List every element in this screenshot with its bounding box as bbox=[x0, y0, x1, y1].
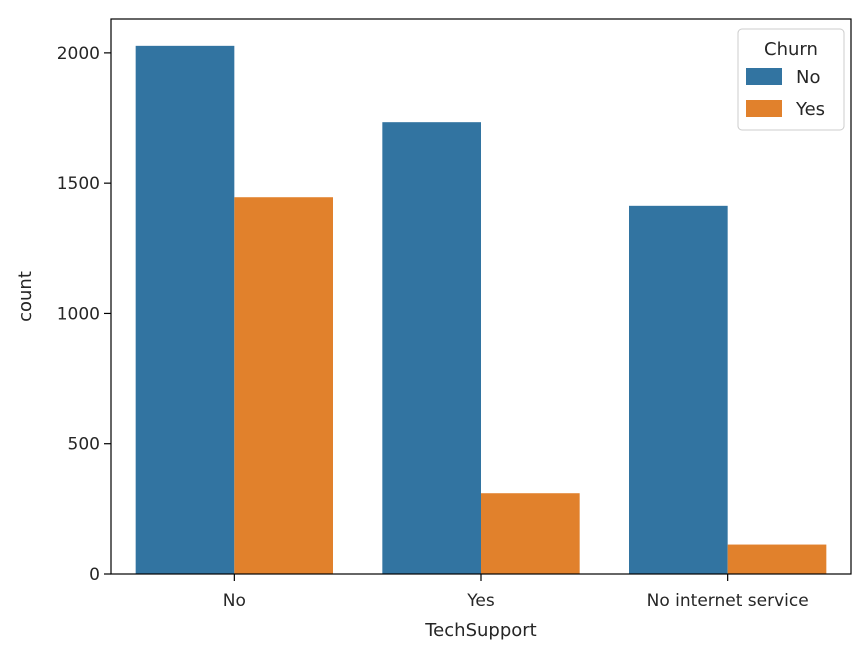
bar-no-churn-no bbox=[135, 45, 235, 575]
bar-yes-churn-yes bbox=[481, 493, 580, 574]
bars-group bbox=[135, 45, 827, 575]
bar-no-churn-yes bbox=[234, 197, 333, 575]
legend-label-no: No bbox=[796, 67, 820, 88]
x-axis-label: TechSupport bbox=[424, 620, 536, 641]
y-tick-label-0: 0 bbox=[89, 565, 100, 585]
bar-yes-churn-no bbox=[382, 122, 481, 574]
legend-swatch-no bbox=[746, 68, 782, 85]
y-axis-label: count bbox=[15, 271, 36, 322]
bar-no-internet-service-churn-yes bbox=[727, 544, 827, 574]
y-tick-label-2000: 2000 bbox=[57, 44, 100, 64]
plot-frame bbox=[110, 18, 852, 575]
bar-no-internet-service-churn-no bbox=[629, 205, 728, 574]
y-tick-label-500: 500 bbox=[68, 435, 100, 455]
x-tick-label-yes: Yes bbox=[466, 591, 495, 611]
legend-label-yes: Yes bbox=[795, 99, 825, 120]
x-tick-label-no-internet-service: No internet service bbox=[647, 591, 809, 611]
legend-swatch-yes bbox=[746, 100, 782, 117]
legend: Churn No Yes bbox=[737, 28, 845, 131]
y-axis: 0 500 1000 1500 2000 bbox=[57, 44, 111, 585]
legend-title: Churn bbox=[764, 39, 818, 60]
x-axis: No Yes No internet service bbox=[223, 574, 809, 611]
x-tick-label-no: No bbox=[223, 591, 246, 611]
y-tick-label-1000: 1000 bbox=[57, 304, 100, 324]
y-tick-label-1500: 1500 bbox=[57, 174, 100, 194]
